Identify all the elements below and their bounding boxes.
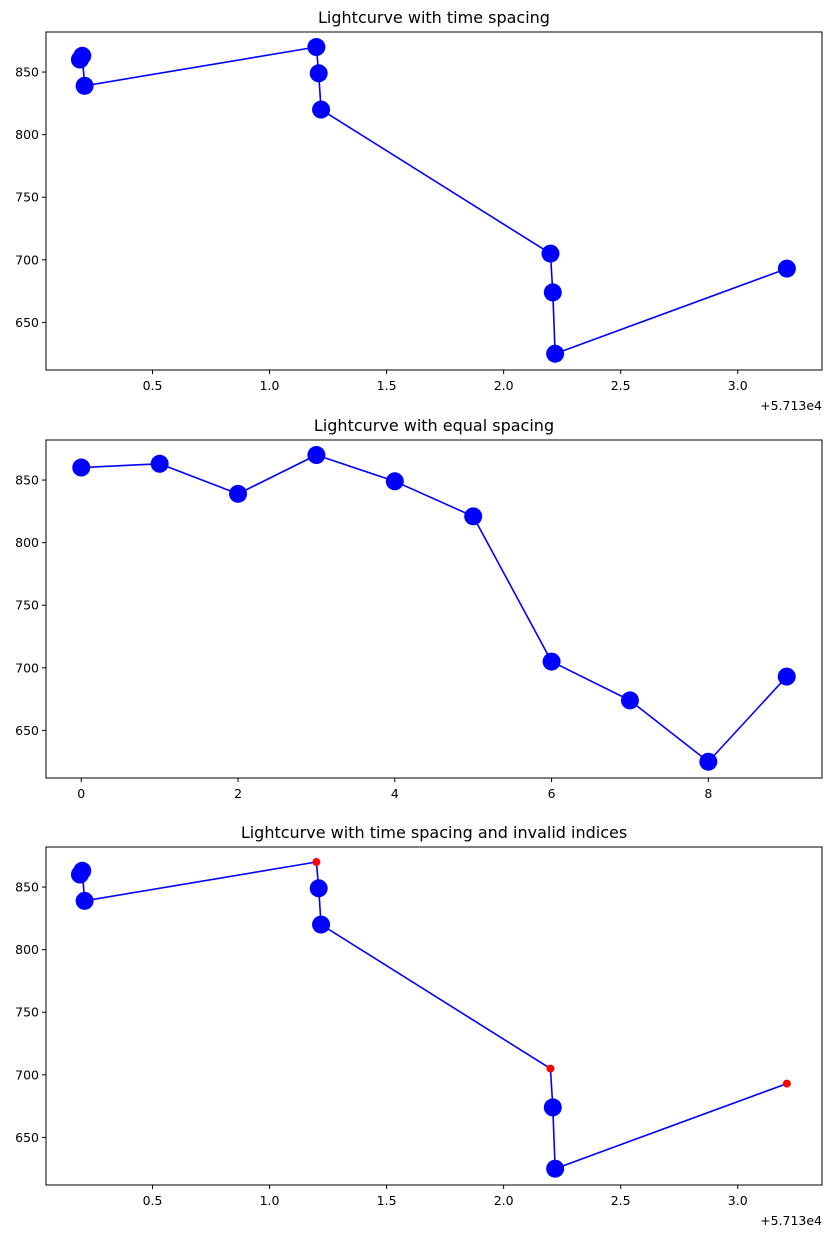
- y-tick-label: 650: [15, 315, 39, 330]
- x-tick-label: 2.0: [494, 378, 514, 393]
- x-tick-label: 8: [704, 786, 712, 801]
- y-tick-label: 800: [15, 942, 39, 957]
- series-line-1: [81, 454, 788, 763]
- x-tick-label: 1.0: [260, 378, 280, 393]
- data-point: [777, 259, 796, 278]
- x-axis-offset-label: +5.713e4: [760, 1213, 822, 1228]
- x-tick-label: 1.0: [260, 1193, 280, 1208]
- data-point: [541, 244, 560, 263]
- x-tick-label: 3.0: [728, 1193, 748, 1208]
- data-point: [777, 667, 796, 686]
- data-point: [543, 283, 562, 302]
- plot-area-frame: [45, 439, 823, 779]
- data-point: [150, 454, 169, 473]
- x-tick-label: 2.0: [494, 1193, 514, 1208]
- data-point: [312, 100, 331, 119]
- data-point: [73, 861, 92, 880]
- x-tick-label: 0.5: [143, 1193, 163, 1208]
- data-point: [546, 1159, 565, 1178]
- data-point: [309, 879, 328, 898]
- data-point: [75, 891, 94, 910]
- y-tick-label: 850: [15, 473, 39, 488]
- data-point: [312, 858, 321, 867]
- data-point: [546, 344, 565, 363]
- series-line-1: [79, 861, 788, 1170]
- data-point: [229, 484, 248, 503]
- x-tick-label: 3.0: [728, 378, 748, 393]
- x-tick-label: 2.5: [611, 378, 631, 393]
- y-tick-label: 750: [15, 598, 39, 613]
- chart-panel-1: Lightcurve with time spacing 0.5 1.0 1.5 2.0…: [15, 8, 823, 413]
- data-point: [75, 76, 94, 95]
- y-tick-label: 750: [15, 1005, 39, 1020]
- data-point: [542, 652, 561, 671]
- data-point: [464, 507, 483, 526]
- y-tick-label: 650: [15, 723, 39, 738]
- chart-title: Lightcurve with time spacing: [318, 8, 550, 27]
- y-tick-label: 800: [15, 535, 39, 550]
- y-tick-label: 850: [15, 65, 39, 80]
- y-tick-label: 650: [15, 1130, 39, 1145]
- data-point: [385, 472, 404, 491]
- series-line-1: [79, 46, 788, 355]
- data-point: [73, 46, 92, 65]
- x-tick-label: 1.5: [377, 1193, 397, 1208]
- y-tick-label: 750: [15, 190, 39, 205]
- data-point: [699, 752, 718, 771]
- x-tick-label: 0: [77, 786, 85, 801]
- y-tick-label: 700: [15, 252, 39, 267]
- data-point: [312, 915, 331, 934]
- data-point: [782, 1079, 791, 1088]
- x-tick-label: 2.5: [611, 1193, 631, 1208]
- y-tick-label: 700: [15, 1067, 39, 1082]
- chart-title: Lightcurve with time spacing and invalid…: [241, 823, 627, 842]
- data-point: [307, 446, 326, 465]
- y-tick-label: 850: [15, 880, 39, 895]
- chart-panel-3: Lightcurve with time spacing and invalid…: [15, 823, 823, 1228]
- x-tick-label: 6: [548, 786, 556, 801]
- x-tick-label: 0.5: [143, 378, 163, 393]
- chart-title: Lightcurve with equal spacing: [314, 416, 554, 435]
- x-tick-label: 4: [391, 786, 399, 801]
- data-point: [307, 38, 326, 57]
- data-point: [546, 1064, 555, 1073]
- data-point: [72, 458, 91, 477]
- y-tick-label: 800: [15, 127, 39, 142]
- data-point: [620, 691, 639, 710]
- plot-area-frame: [45, 846, 823, 1186]
- chart-panel-2: Lightcurve with equal spacing 0 2 4 6 8 650 700…: [15, 416, 823, 801]
- x-axis-offset-label: +5.713e4: [760, 398, 822, 413]
- plot-area-frame: [45, 31, 823, 371]
- x-tick-label: 2: [234, 786, 242, 801]
- y-tick-label: 700: [15, 660, 39, 675]
- x-tick-label: 1.5: [377, 378, 397, 393]
- data-point: [309, 64, 328, 83]
- data-point: [543, 1098, 562, 1117]
